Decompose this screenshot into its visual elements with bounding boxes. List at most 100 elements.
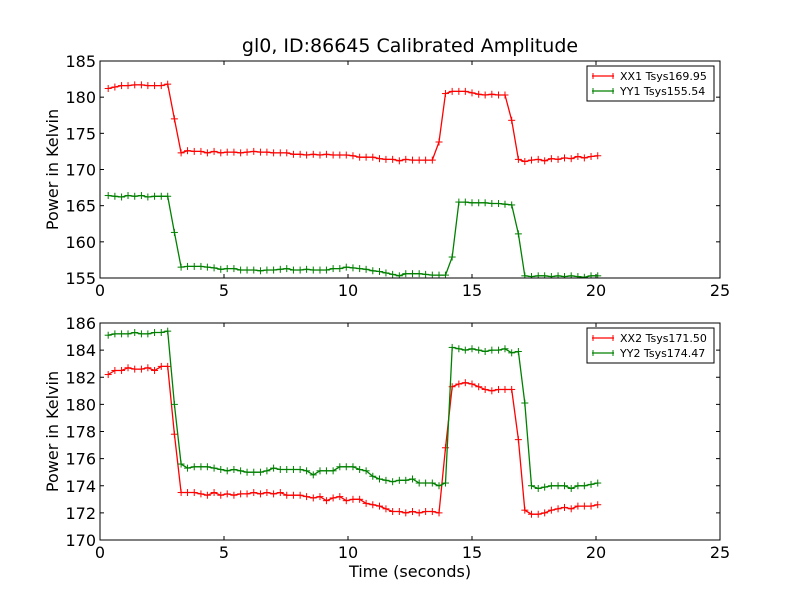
data-point: [455, 380, 463, 388]
data-point: [422, 479, 430, 487]
data-point: [435, 271, 443, 278]
data-point: [461, 346, 469, 354]
data-point: [362, 467, 370, 475]
data-point: [415, 509, 423, 517]
data-point: [415, 270, 423, 278]
data-point: [435, 482, 443, 490]
data-point: [514, 230, 522, 238]
data-point: [283, 465, 291, 473]
data-point: [164, 362, 172, 370]
data-point: [144, 82, 152, 90]
y-axis-label: Power in Kelvin: [43, 109, 62, 230]
legend-frame: [586, 65, 715, 102]
data-point: [521, 158, 529, 166]
data-point: [250, 489, 258, 497]
data-point: [395, 157, 403, 165]
data-point: [554, 155, 562, 163]
y-tick-label: 185: [65, 52, 96, 71]
data-point: [514, 347, 522, 355]
data-point: [554, 505, 562, 513]
y-tick-label: 184: [65, 341, 96, 360]
data-point: [495, 346, 503, 354]
data-point: [488, 346, 496, 354]
y-tick-label: 180: [65, 88, 96, 107]
data-point: [184, 147, 192, 155]
data-point: [567, 505, 575, 513]
data-point: [587, 272, 595, 278]
y-tick-label: 155: [65, 269, 96, 288]
data-point: [508, 349, 516, 357]
data-point: [223, 467, 231, 475]
data-point: [124, 192, 132, 200]
data-point: [395, 272, 403, 278]
data-point: [521, 272, 529, 278]
data-point: [415, 156, 423, 164]
y-tick-label: 174: [65, 477, 96, 496]
data-point: [230, 148, 238, 156]
data-point: [144, 364, 152, 372]
data-point: [528, 156, 536, 164]
data-point: [342, 151, 350, 159]
legend-label: YY2 Tsys174.47: [619, 347, 705, 360]
data-point: [203, 463, 211, 471]
data-point: [164, 327, 172, 335]
data-point: [375, 502, 383, 510]
data-point: [567, 272, 575, 278]
data-point: [316, 151, 324, 159]
y-tick-label: 175: [65, 124, 96, 143]
data-point: [488, 387, 496, 395]
data-point: [475, 199, 483, 207]
x-tick-label: 15: [462, 281, 482, 300]
data-point: [580, 502, 588, 510]
data-point: [289, 266, 297, 274]
data-point: [468, 345, 476, 353]
data-point: [580, 154, 588, 162]
data-point: [541, 272, 549, 278]
data-point: [203, 263, 211, 271]
data-point: [170, 400, 178, 408]
data-point: [111, 192, 119, 200]
data-point: [594, 479, 602, 487]
y-axis-label: Power in Kelvin: [43, 371, 62, 492]
data-point: [594, 152, 602, 160]
data-point: [283, 491, 291, 499]
data-point: [157, 328, 165, 336]
y-tick-label: 172: [65, 504, 96, 523]
data-point: [322, 266, 330, 274]
data-point: [197, 147, 205, 155]
data-point: [475, 346, 483, 354]
data-point: [144, 330, 152, 338]
data-point: [270, 149, 278, 157]
legend-label: YY1 Tsys155.54: [619, 85, 705, 98]
data-point: [210, 147, 218, 155]
data-point: [508, 201, 516, 209]
data-point: [151, 328, 159, 336]
data-point: [243, 490, 251, 498]
legend-entry: XX1 Tsys169.95: [592, 70, 707, 83]
data-point: [382, 476, 390, 484]
data-point: [554, 272, 562, 278]
legend: XX1 Tsys169.95 YY1 Tsys155.54: [586, 65, 715, 102]
data-point: [329, 494, 337, 502]
data-point: [428, 156, 436, 164]
data-point: [422, 508, 430, 516]
data-point: [203, 491, 211, 499]
data-point: [501, 91, 509, 99]
data-point: [203, 149, 211, 157]
data-point: [528, 482, 536, 490]
data-point: [151, 192, 159, 200]
data-point: [428, 508, 436, 516]
data-point: [422, 270, 430, 278]
data-point: [111, 366, 119, 374]
data-point: [170, 115, 178, 123]
data-point: [475, 383, 483, 391]
data-point: [574, 273, 582, 278]
x-tick-label: 5: [219, 281, 229, 300]
data-point: [521, 506, 529, 514]
data-point: [118, 82, 126, 90]
data-point: [250, 468, 258, 476]
data-point: [250, 266, 258, 274]
data-point: [309, 471, 317, 479]
data-point: [349, 264, 357, 272]
data-point: [541, 483, 549, 491]
